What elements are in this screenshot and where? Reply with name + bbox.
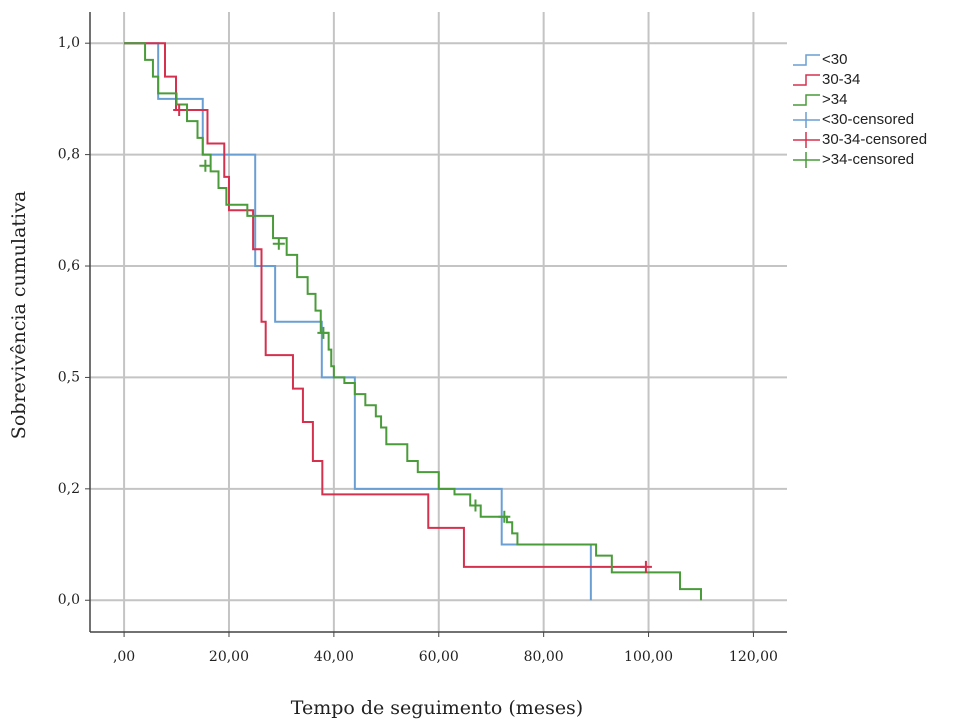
legend-swatch [793,74,820,86]
x-tick-label: 120,00 [729,649,778,665]
y-tick-label: 0,5 [58,369,80,385]
y-tick-label: 0,2 [58,481,80,497]
censor-mark [272,237,285,250]
censor-mark [469,499,482,512]
legend-swatch [793,132,820,148]
legend-swatch [793,152,820,168]
legend-swatch [793,112,820,128]
survival-line [124,42,702,601]
x-tick-label: 60,00 [419,649,459,665]
x-tick-label: 80,00 [524,649,564,665]
legend-swatch [793,54,820,66]
legend-label: <30-censored [822,111,914,128]
legend-label: >34-censored [822,151,914,168]
x-tick-label: ,00 [113,649,135,665]
censor-mark [173,104,186,117]
legend-label: <30 [822,51,847,68]
censor-mark [317,326,330,339]
survival-line [124,42,646,568]
x-tick-label: 100,00 [624,649,673,665]
censor-mark [199,159,212,172]
legend-label: >34 [822,91,847,108]
legend-swatch [793,94,820,106]
x-tick-label: 20,00 [209,649,249,665]
y-tick-label: 0,6 [58,258,80,274]
y-tick-label: 0,0 [58,592,80,608]
y-tick-label: 0,8 [58,147,80,163]
y-tick-label: 1,0 [58,35,80,51]
x-axis-title: Tempo de seguimento (meses) [291,697,583,719]
survival-line [124,42,592,601]
x-tick-label: 40,00 [314,649,354,665]
legend-label: 30-34 [822,71,860,88]
y-axis-title: Sobrevivência cumulativa [8,191,30,439]
censor-mark [639,560,652,573]
censor-mark [498,510,511,523]
legend-label: 30-34-censored [822,131,927,148]
